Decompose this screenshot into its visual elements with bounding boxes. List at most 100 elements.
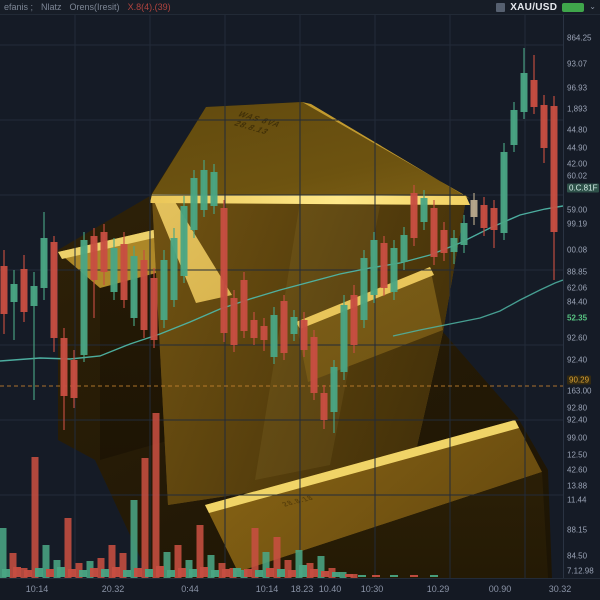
volume-bar (64, 518, 72, 578)
price-axis-label: 60.02 (567, 171, 588, 181)
time-axis-label: 10.40 (318, 584, 342, 594)
volume-bar (273, 537, 281, 578)
price-axis-label: 92.80 (567, 403, 588, 413)
price-axis-label: 163.00 (567, 386, 592, 396)
candle-body (250, 320, 258, 338)
time-axis-label: 18.23 (290, 584, 314, 594)
mini-bar (277, 569, 285, 577)
price-axis-label: 42.60 (567, 465, 588, 475)
candle-body (360, 258, 368, 320)
candle-body (530, 80, 538, 107)
candle-body (270, 315, 278, 357)
candle-body (60, 338, 68, 396)
volume-bar (108, 545, 116, 578)
candle-body (200, 170, 208, 210)
candle-body (290, 317, 298, 334)
mini-bar (222, 569, 230, 577)
toolbar-label-1[interactable]: efanis ; (4, 2, 34, 12)
mini-bar (57, 567, 65, 577)
volume-bar (207, 555, 215, 578)
volume-bar (97, 558, 105, 578)
mini-bar (35, 568, 43, 577)
mini-bar (123, 570, 131, 577)
candle-body (40, 238, 48, 288)
candle-body (450, 238, 458, 252)
volume-bar (317, 556, 325, 578)
mini-bar (310, 569, 318, 577)
candle-body (210, 172, 218, 206)
price-axis-label: 44.80 (567, 125, 588, 135)
candle-body (380, 243, 388, 288)
candle-body (80, 240, 88, 355)
mini-bar (112, 567, 120, 577)
time-axis-label: 10:30 (360, 584, 384, 594)
volume-bar (251, 528, 259, 578)
mini-bar (101, 569, 109, 577)
candle-body (500, 152, 508, 233)
toolbar-label-3[interactable]: Orens(Iresit) (69, 2, 120, 12)
price-axis-label: 864.25 (567, 33, 592, 43)
chevron-down-icon[interactable]: ⌄ (589, 2, 596, 11)
mini-bar (233, 568, 241, 577)
symbol-label[interactable]: XAU/USD (510, 1, 558, 13)
price-axis-label: 99.19 (567, 219, 588, 229)
candle-body (350, 295, 358, 345)
toolbar-label-2[interactable]: Nlatz (41, 2, 62, 12)
price-axis-label: 59.00 (567, 205, 588, 215)
alert-value-label: X.8(4).(39) (127, 2, 171, 12)
price-axis-label: 44.90 (567, 143, 588, 153)
chart-type-icon[interactable] (496, 2, 506, 12)
price-chart-canvas[interactable] (0, 0, 563, 578)
mini-bar (266, 568, 274, 577)
volume-bar (42, 545, 50, 578)
mini-bar (178, 568, 186, 577)
price-axis[interactable]: 864.25 93.07 96.93 1,893 44.80 44.90 42.00 60.0… (563, 14, 600, 578)
price-axis-label: 00.08 (567, 245, 588, 255)
volume-bar (130, 500, 138, 578)
volume-bar (339, 572, 347, 578)
toolbar-right-group: XAU/USD ⌄ (496, 2, 600, 13)
candle-body (440, 230, 448, 253)
price-axis-label: 88.15 (567, 525, 588, 535)
candle-body (370, 240, 378, 295)
candle-body (70, 360, 78, 398)
candle-body (120, 244, 128, 300)
price-axis-label: 12.50 (567, 450, 588, 460)
time-axis-label: 10.29 (426, 584, 450, 594)
price-axis-label: 0.C.81F (567, 183, 600, 193)
candle-body (30, 286, 38, 306)
candle-body (170, 238, 178, 300)
candle-body (10, 284, 18, 302)
ma-line-lower (392, 279, 563, 337)
volume-bar (163, 552, 171, 578)
buy-badge[interactable] (562, 2, 585, 12)
gold-bars-image: WAS 8VA 28.8.13 28.8.18 (58, 102, 552, 578)
volume-bar (284, 560, 292, 578)
mini-bar (321, 571, 329, 577)
toolbar-left-group: efanis ; Nlatz Orens(Iresit) X.8(4).(39) (0, 2, 171, 12)
mini-bar (288, 570, 296, 577)
mini-bar (24, 570, 32, 577)
price-axis-label: 84.50 (567, 551, 588, 561)
candle-body (400, 235, 408, 262)
candle-body (190, 178, 198, 230)
price-axis-label: 84.40 (567, 297, 588, 307)
mini-bar (372, 575, 380, 577)
candle-body (180, 206, 188, 276)
mini-bar (358, 575, 366, 577)
chart-area[interactable]: WAS 8VA 28.8.13 28.8.18 (0, 0, 563, 578)
candle-body (230, 298, 238, 345)
price-axis-label: 7.12.98 (567, 566, 594, 576)
price-axis-label: 88.85 (567, 267, 588, 277)
mini-bar (68, 569, 76, 577)
time-axis[interactable]: 10:14 20.32 0:44 10:14 18.23 10.40 10:30 10.29 0… (0, 578, 600, 600)
volume-bar (295, 550, 303, 578)
price-axis-label: 96.93 (567, 83, 588, 93)
candle-body (480, 205, 488, 228)
mini-bar (410, 575, 418, 577)
candle-body (520, 73, 528, 112)
volume-bar (119, 553, 127, 578)
candle-body (340, 305, 348, 372)
candle-body (50, 242, 58, 338)
candle-body (110, 248, 118, 292)
